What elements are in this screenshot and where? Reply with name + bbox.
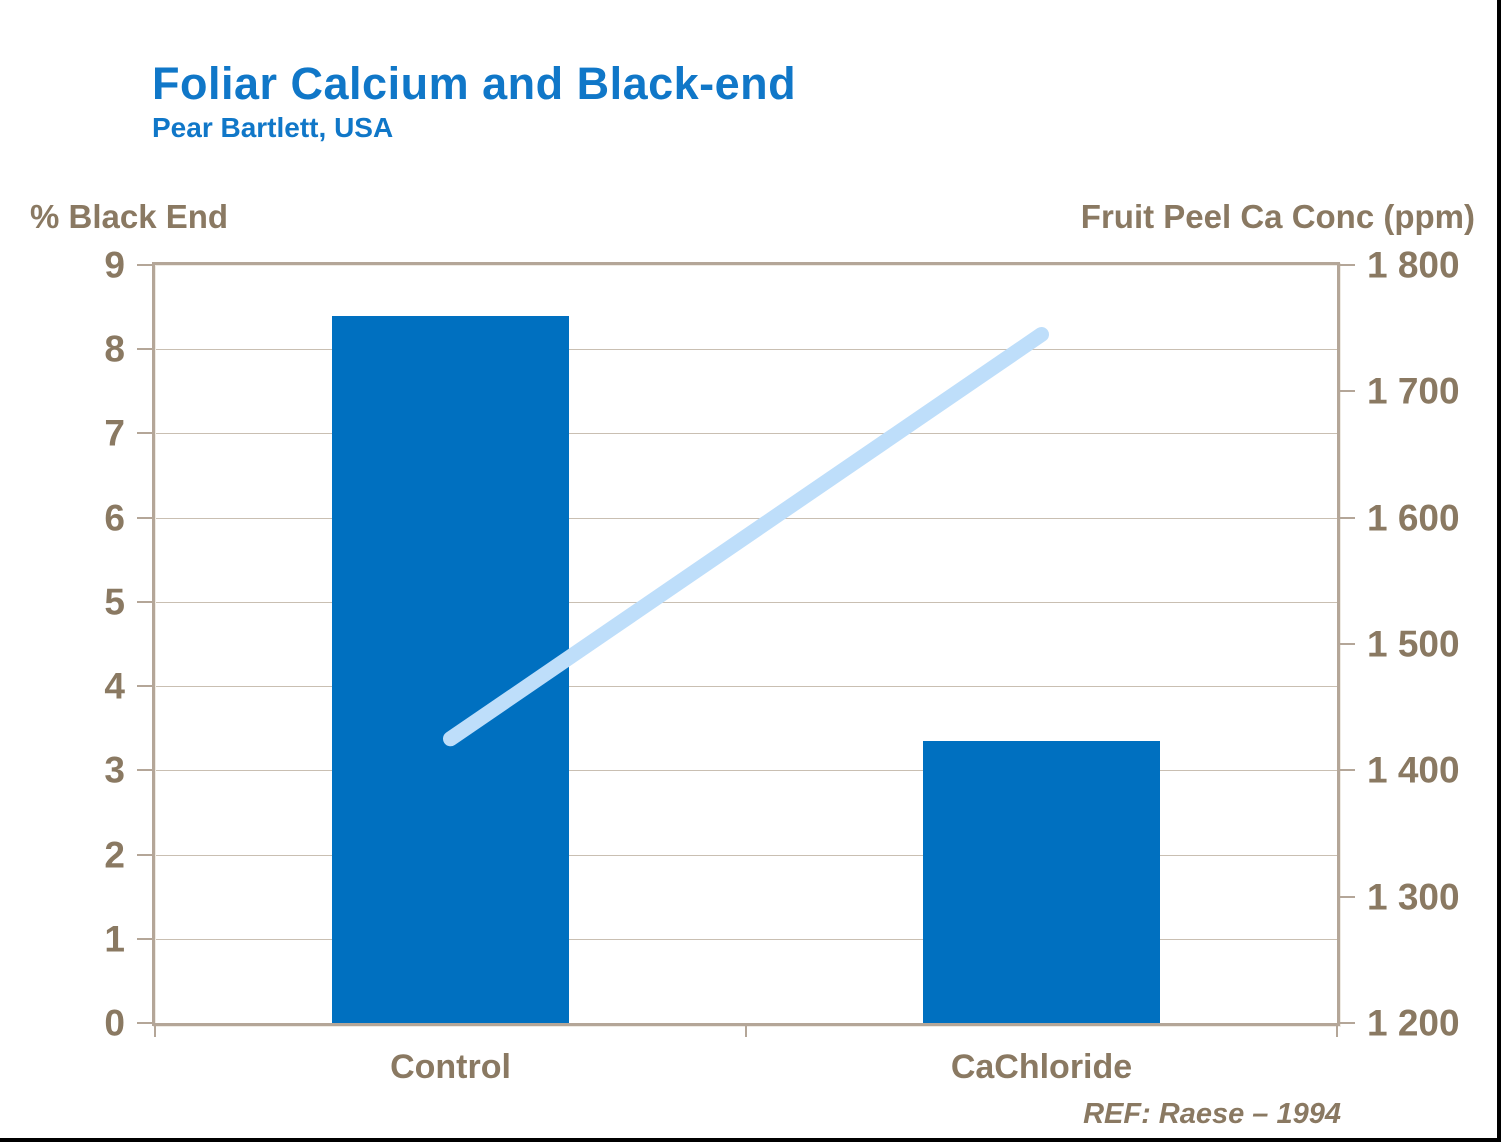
category-boundary-tick (745, 1026, 747, 1037)
gridline (155, 601, 1337, 603)
left-tick-label: 9 (104, 244, 125, 286)
gridline (155, 433, 1337, 435)
category-label-control: Control (390, 1048, 511, 1086)
left-tick (137, 937, 152, 940)
right-tick (1340, 769, 1355, 772)
gridline (155, 770, 1337, 772)
left-tick-label: 7 (104, 412, 125, 454)
gridline (155, 686, 1337, 688)
gridline (155, 854, 1337, 856)
right-tick-label: 1 200 (1367, 1002, 1460, 1044)
right-tick (1340, 1022, 1355, 1024)
category-label-cachloride: CaChloride (950, 1048, 1133, 1086)
left-tick-label: 0 (104, 1002, 125, 1044)
left-tick (137, 1022, 152, 1024)
left-tick-label: 4 (104, 665, 125, 707)
gridline (155, 938, 1337, 940)
left-tick-label: 8 (104, 328, 125, 370)
left-axis-title: % Black End (30, 198, 229, 235)
category-boundary-tick (154, 1026, 156, 1037)
right-tick-label: 1 300 (1367, 876, 1460, 918)
bar-control (332, 315, 569, 1023)
right-tick-label: 1 400 (1367, 749, 1460, 791)
left-tick (137, 264, 152, 266)
line-series (443, 326, 1049, 747)
right-tick (1340, 895, 1355, 898)
left-tick-label: 5 (104, 581, 125, 623)
left-tick (137, 348, 152, 351)
right-tick-label: 1 600 (1367, 497, 1460, 539)
right-tick (1340, 643, 1355, 645)
left-tick-label: 2 (104, 834, 125, 876)
bar-cachloride (923, 740, 1160, 1023)
category-boundary-tick (1336, 1026, 1338, 1037)
chart-subtitle: Pear Bartlett, USA (152, 112, 394, 143)
left-tick (137, 769, 152, 772)
left-tick (137, 853, 152, 856)
right-tick-label: 1 700 (1367, 370, 1460, 412)
ca-conc-line (443, 326, 1049, 747)
left-tick (137, 516, 152, 519)
plot-area (152, 262, 1340, 1026)
gridline (155, 517, 1337, 519)
gridline (155, 349, 1337, 351)
left-tick-label: 1 (104, 918, 125, 960)
right-tick (1340, 390, 1355, 393)
chart-title: Foliar Calcium and Black-end (152, 58, 797, 109)
left-tick (137, 432, 152, 435)
reference-note: REF: Raese – 1994 (1083, 1098, 1341, 1130)
right-tick-label: 1 800 (1367, 244, 1460, 286)
left-tick (137, 685, 152, 688)
right-tick (1340, 516, 1355, 519)
left-tick-label: 3 (104, 749, 125, 791)
right-tick (1340, 264, 1355, 266)
left-tick (137, 600, 152, 603)
right-tick-label: 1 500 (1367, 623, 1460, 665)
left-tick-label: 6 (104, 497, 125, 539)
right-axis-title: Fruit Peel Ca Conc (ppm) (1080, 198, 1475, 235)
